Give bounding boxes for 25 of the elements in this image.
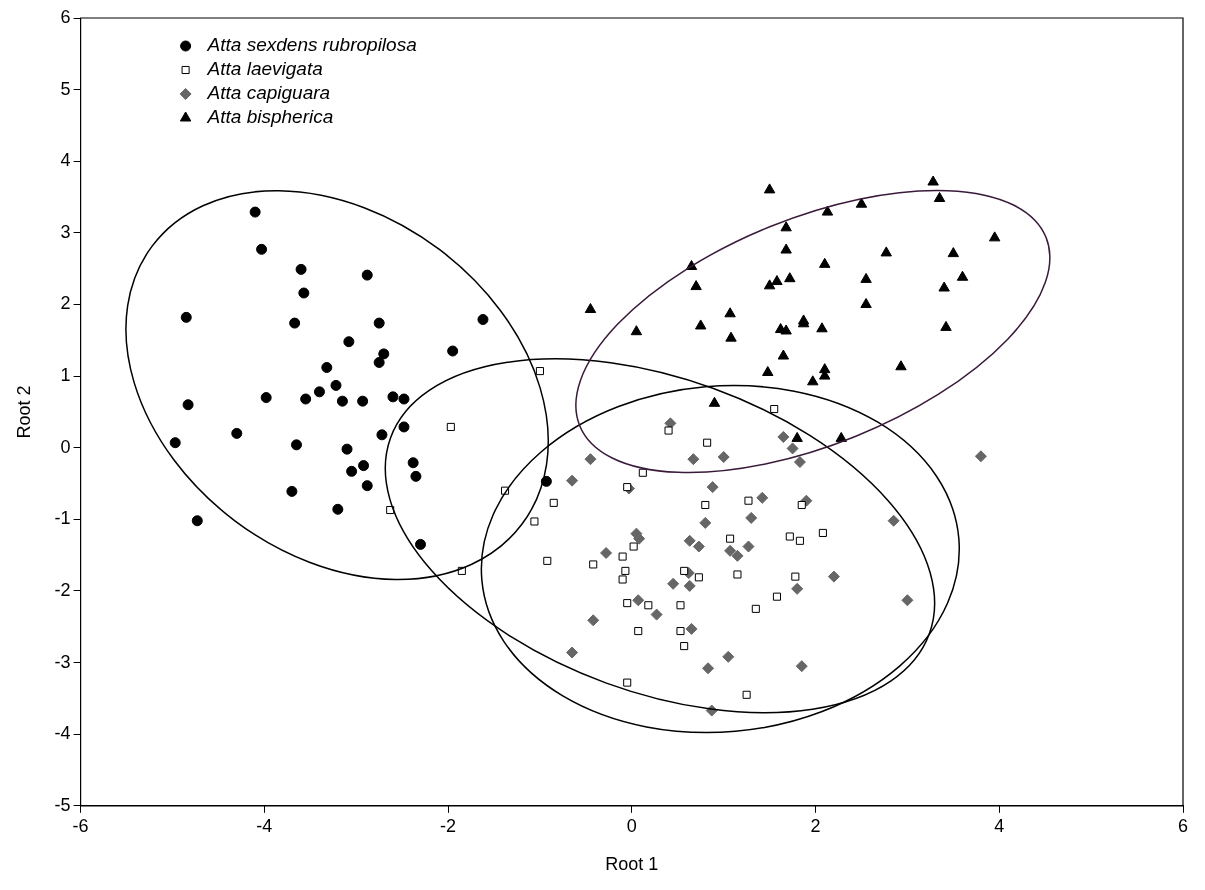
x-tick-label: -4 xyxy=(256,815,273,836)
x-axis-title: Root 1 xyxy=(605,854,659,875)
y-tick-label: 4 xyxy=(60,150,71,171)
legend-label: Atta bispherica xyxy=(206,106,334,128)
y-tick-label: 2 xyxy=(60,293,71,314)
y-tick-label: 0 xyxy=(60,436,71,457)
x-tick-label: 0 xyxy=(626,815,637,836)
y-tick-label: 6 xyxy=(60,6,71,27)
y-tick-label: -2 xyxy=(54,579,71,600)
x-tick-label: 4 xyxy=(994,815,1005,836)
y-tick-label: 1 xyxy=(60,365,71,386)
y-tick-label: 5 xyxy=(60,78,71,99)
legend-label: Atta capiguara xyxy=(206,82,331,104)
legend-label: Atta sexdens rubropilosa xyxy=(206,34,417,56)
y-tick-label: -3 xyxy=(54,651,71,672)
x-tick-label: -2 xyxy=(440,815,457,836)
legend-label: Atta laevigata xyxy=(206,58,323,80)
y-tick-label: 3 xyxy=(60,221,71,242)
x-tick-label: 2 xyxy=(810,815,821,836)
y-tick-label: -1 xyxy=(54,508,71,529)
y-tick-label: -5 xyxy=(54,794,71,815)
y-tick-label: -4 xyxy=(54,723,71,744)
x-tick-label: 6 xyxy=(1177,815,1189,836)
y-axis-title: Root 2 xyxy=(13,385,34,439)
x-tick-label: -6 xyxy=(72,815,89,836)
